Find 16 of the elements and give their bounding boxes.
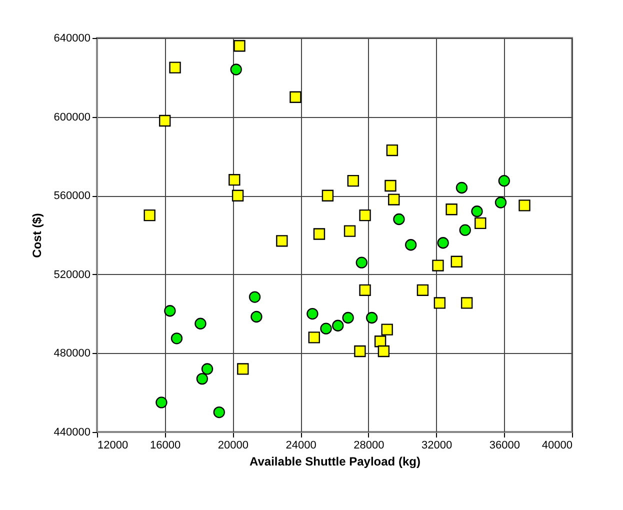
y-tick-label: 640000 bbox=[54, 32, 90, 44]
x-tick-label: 20000 bbox=[218, 440, 249, 452]
x-axis-title: Available Shuttle Payload (kg) bbox=[250, 454, 420, 468]
y-axis-title: Cost ($) bbox=[30, 213, 44, 258]
x-tick-label: 16000 bbox=[150, 440, 181, 452]
x-tick-label: 28000 bbox=[354, 440, 384, 452]
y-tick-label: 440000 bbox=[54, 426, 90, 438]
x-tick-label: 12000 bbox=[98, 440, 128, 452]
y-tick-label: 600000 bbox=[54, 111, 90, 124]
x-tick-label: 40000 bbox=[542, 440, 572, 452]
x-tick-label: 36000 bbox=[489, 440, 520, 452]
y-tick-label: 520000 bbox=[54, 268, 90, 281]
x-tick-label: 24000 bbox=[286, 440, 316, 452]
y-tick-label: 480000 bbox=[54, 348, 90, 360]
y-tick-label: 560000 bbox=[54, 190, 90, 202]
x-tick-label: 32000 bbox=[421, 440, 452, 452]
